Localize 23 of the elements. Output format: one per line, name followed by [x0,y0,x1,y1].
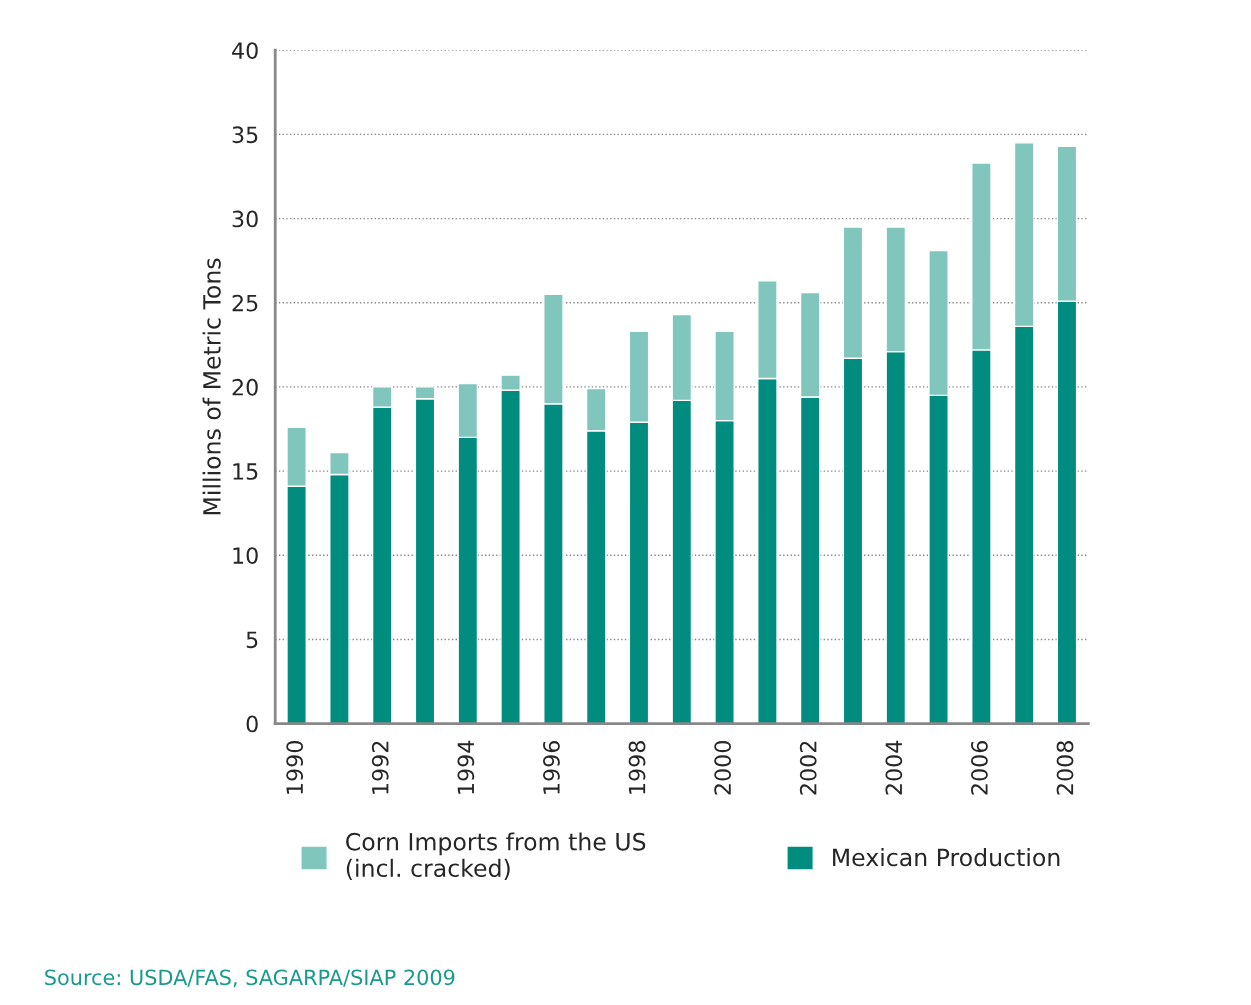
x-tick-label: 2000 [714,741,732,795]
y-tick-label: 20 [232,378,258,396]
y-tick-label: 5 [246,631,258,649]
y-tick-label: 15 [233,463,258,480]
source-note: Source: USDA/FAS, SAGARPA/SIAP 2009 [45,969,455,988]
x-tick-label: 1998 [628,741,646,794]
legend-label: Mexican Production [833,848,1060,867]
x-tick-label: 1992 [371,741,389,794]
y-axis-title: Millions of Metric Tons [202,258,221,515]
x-tick-label: 1994 [457,740,475,794]
x-tick-label: 2002 [799,741,817,795]
legend-label: Corn Imports from the US (incl. cracked) [346,832,646,880]
y-tick-label: 40 [232,42,258,60]
y-tick-label: 0 [246,715,258,733]
x-tick-label: 2008 [1056,741,1074,795]
y-tick-label: 35 [232,126,258,144]
x-tick-label: 2004 [885,740,903,795]
x-tick-label: 1990 [286,741,304,794]
y-tick-label: 30 [232,210,258,228]
y-tick-label: 25 [232,294,258,312]
x-tick-label: 2006 [971,740,988,795]
y-tick-label: 10 [233,547,258,565]
x-tick-label: 1996 [543,740,560,794]
